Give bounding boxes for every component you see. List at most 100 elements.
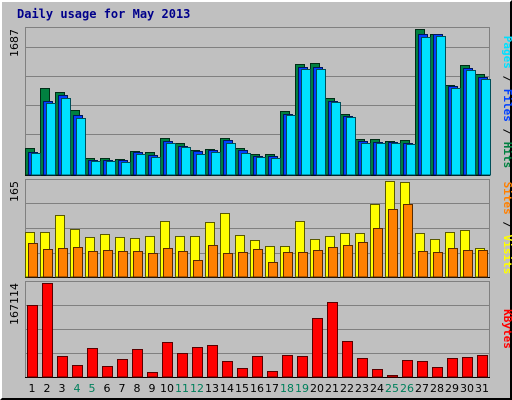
bar-pages-day-5 <box>91 161 101 176</box>
bar-sites-day-26 <box>403 204 413 278</box>
bar-kbytes-day-18 <box>282 355 293 378</box>
bar-pages-day-30 <box>466 70 476 176</box>
legend-part: Hits <box>501 142 512 169</box>
day-label-13: 13 <box>205 382 219 395</box>
day-label-10: 10 <box>160 382 174 395</box>
y-max-label-3: 167114 <box>8 283 21 325</box>
bar-sites-day-8 <box>133 251 143 278</box>
bar-kbytes-day-31 <box>477 355 488 378</box>
day-label-18: 18 <box>280 382 294 395</box>
day-label-11: 11 <box>175 382 189 395</box>
bar-pages-day-12 <box>196 154 206 176</box>
bar-sites-day-30 <box>463 250 473 278</box>
bar-sites-day-14 <box>223 253 233 278</box>
bar-kbytes-day-17 <box>267 371 278 378</box>
legend-part: Pages <box>501 36 512 69</box>
bar-pages-day-10 <box>166 143 176 176</box>
day-label-20: 20 <box>310 382 324 395</box>
bar-pages-day-3 <box>61 98 71 176</box>
bar-pages-day-1 <box>31 153 41 176</box>
day-label-2: 2 <box>44 382 51 395</box>
bar-pages-day-13 <box>211 152 221 176</box>
bar-sites-day-27 <box>418 251 428 278</box>
bar-pages-day-17 <box>271 158 281 176</box>
bar-kbytes-day-13 <box>207 345 218 378</box>
bar-sites-day-12 <box>193 260 203 278</box>
bar-kbytes-day-29 <box>447 358 458 378</box>
bar-pages-day-27 <box>421 37 431 176</box>
bar-sites-day-15 <box>238 252 248 278</box>
legend-part: / <box>501 122 512 142</box>
bar-pages-day-29 <box>451 88 461 176</box>
bar-sites-day-21 <box>328 247 338 278</box>
bar-pages-day-31 <box>481 79 491 176</box>
bar-kbytes-day-22 <box>342 341 353 378</box>
bar-kbytes-day-12 <box>192 347 203 378</box>
chart-title: Daily usage for May 2013 <box>17 7 191 21</box>
bar-sites-day-11 <box>178 251 188 278</box>
day-label-12: 12 <box>190 382 204 395</box>
bar-sites-day-5 <box>88 251 98 278</box>
legend-part: Visits <box>501 235 512 275</box>
bar-kbytes-day-14 <box>222 361 233 378</box>
bar-pages-day-9 <box>151 157 161 176</box>
day-label-23: 23 <box>355 382 369 395</box>
day-label-1: 1 <box>29 382 36 395</box>
bar-sites-day-4 <box>73 247 83 278</box>
bar-kbytes-day-23 <box>357 358 368 378</box>
bar-sites-day-24 <box>373 228 383 278</box>
bar-sites-day-28 <box>433 252 443 278</box>
bar-sites-day-10 <box>163 248 173 278</box>
bar-sites-day-25 <box>388 209 398 278</box>
bar-pages-day-8 <box>136 154 146 176</box>
bar-pages-day-28 <box>436 36 446 176</box>
bar-pages-day-22 <box>346 117 356 176</box>
bar-pages-day-25 <box>391 143 401 176</box>
legend-part: / <box>501 69 512 89</box>
bar-kbytes-day-8 <box>132 349 143 378</box>
bar-sites-day-29 <box>448 248 458 278</box>
legend-part: / <box>501 215 512 235</box>
day-label-3: 3 <box>59 382 66 395</box>
bar-pages-day-16 <box>256 157 266 176</box>
legend-part: Sites <box>501 182 512 215</box>
bar-sites-day-1 <box>28 243 38 278</box>
bar-kbytes-day-21 <box>327 302 338 378</box>
bar-sites-day-7 <box>118 251 128 278</box>
bar-pages-day-21 <box>331 102 341 176</box>
day-label-15: 15 <box>235 382 249 395</box>
legend-label-1: Pages / Files / Hits <box>501 36 512 169</box>
bar-sites-day-18 <box>283 252 293 278</box>
bar-kbytes-day-7 <box>117 359 128 378</box>
day-label-14: 14 <box>220 382 234 395</box>
bar-kbytes-day-30 <box>462 357 473 378</box>
bar-kbytes-day-9 <box>147 372 158 378</box>
bar-sites-day-22 <box>343 245 353 278</box>
bar-kbytes-day-3 <box>57 356 68 378</box>
bar-pages-day-11 <box>181 147 191 176</box>
bar-kbytes-day-26 <box>402 360 413 378</box>
bar-kbytes-day-28 <box>432 367 443 378</box>
bar-sites-day-6 <box>103 250 113 278</box>
bar-kbytes-day-4 <box>72 365 83 378</box>
day-label-27: 27 <box>415 382 429 395</box>
bar-sites-day-9 <box>148 253 158 278</box>
bar-pages-day-15 <box>241 153 251 176</box>
bar-kbytes-day-15 <box>237 368 248 378</box>
bar-sites-day-23 <box>358 242 368 278</box>
bar-kbytes-day-11 <box>177 353 188 378</box>
day-label-19: 19 <box>295 382 309 395</box>
bar-kbytes-day-20 <box>312 318 323 378</box>
bar-sites-day-17 <box>268 262 278 278</box>
y-max-label-2: 165 <box>8 181 21 202</box>
day-label-24: 24 <box>370 382 384 395</box>
y-max-label-1: 1687 <box>8 29 21 57</box>
day-label-8: 8 <box>134 382 141 395</box>
bar-sites-day-20 <box>313 250 323 278</box>
bar-sites-day-3 <box>58 248 68 278</box>
bar-kbytes-day-25 <box>387 375 398 378</box>
day-label-16: 16 <box>250 382 264 395</box>
legend-label-2: Sites / Visits <box>501 182 512 275</box>
bar-pages-day-20 <box>316 69 326 176</box>
legend-label-3: KBytes <box>501 309 512 349</box>
